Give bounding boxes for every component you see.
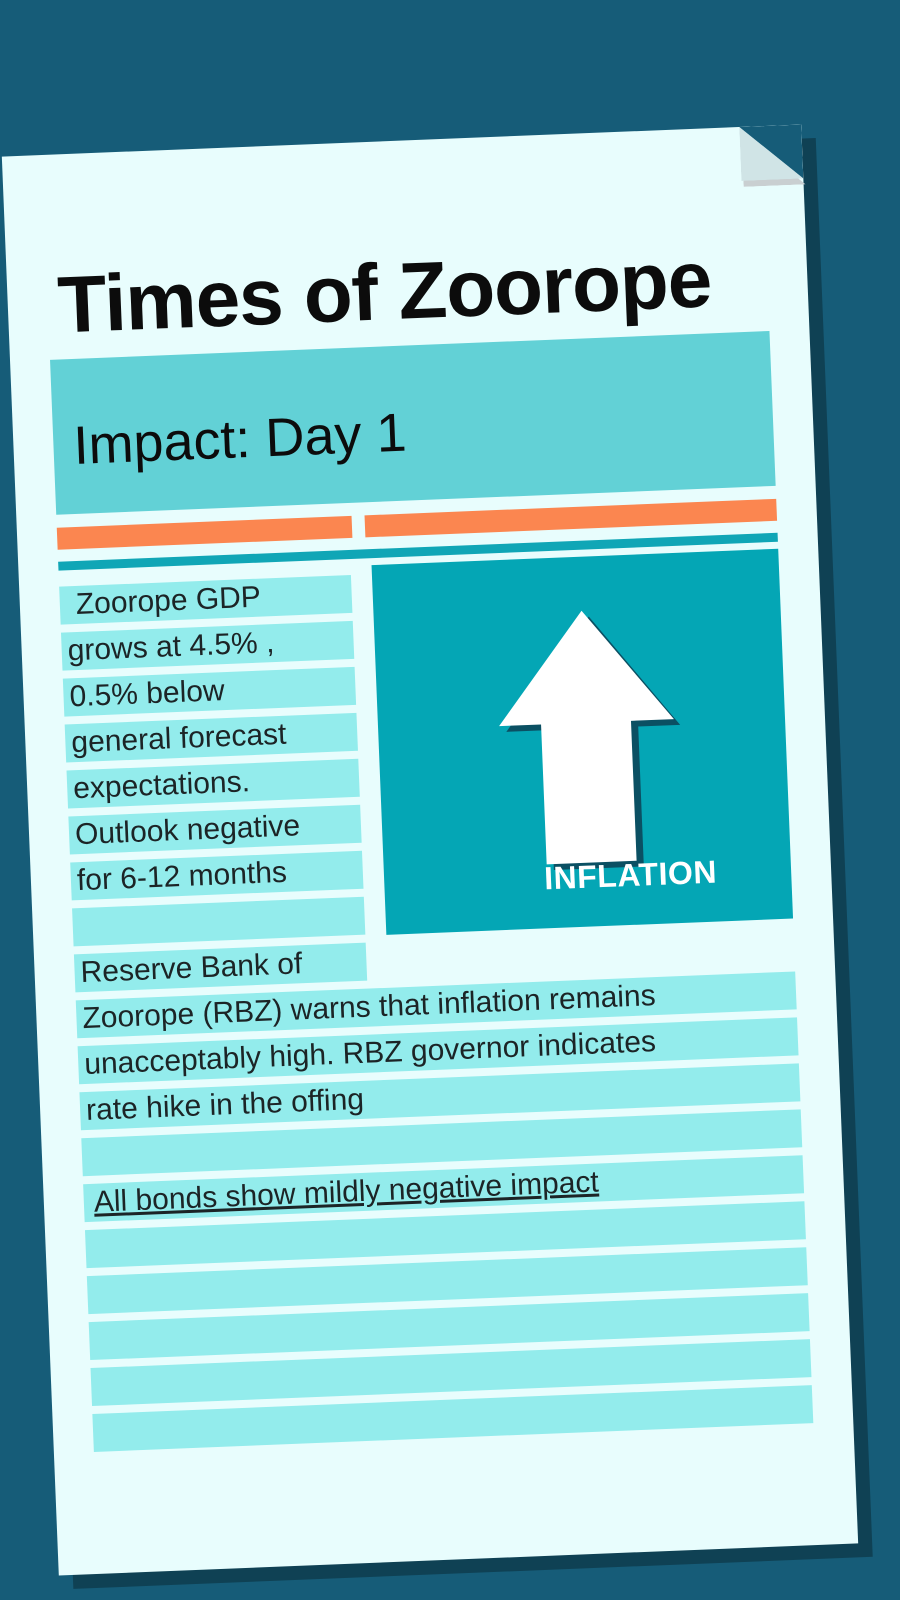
gdp-story-line: grows at 4.5% , (67, 626, 275, 668)
headline-band: Impact: Day 1 (50, 330, 776, 515)
gdp-story-line: 0.5% below (68, 674, 226, 714)
rbz-story-line: Reserve Bank of (79, 947, 303, 990)
newspaper-page: Times of Zoorope Impact: Day 1 Zoorope G… (1, 124, 859, 1576)
bond-impact-link[interactable]: All bonds show mildly negative impact (93, 1165, 600, 1219)
inflation-graphic: INFLATION (371, 548, 794, 935)
gdp-story-line: Zoorope GDP (75, 580, 262, 622)
arrow-up-icon (499, 610, 681, 871)
orange-rule-left (56, 515, 353, 550)
newspaper-masthead: Times of Zoorope (56, 234, 713, 350)
headline: Impact: Day 1 (72, 402, 408, 476)
gdp-story-line: expectations. (72, 765, 251, 806)
gdp-story-line: Outlook negative (74, 809, 301, 852)
text-strip (72, 896, 366, 947)
orange-rule-right (364, 498, 778, 538)
newspaper: Times of Zoorope Impact: Day 1 Zoorope G… (1, 124, 873, 1589)
inflation-label: INFLATION (543, 853, 718, 897)
gdp-story-line: for 6-12 months (76, 855, 288, 898)
gdp-story-line: general forecast (70, 717, 288, 760)
rbz-story-line: rate hike in the offing (85, 1082, 365, 1127)
